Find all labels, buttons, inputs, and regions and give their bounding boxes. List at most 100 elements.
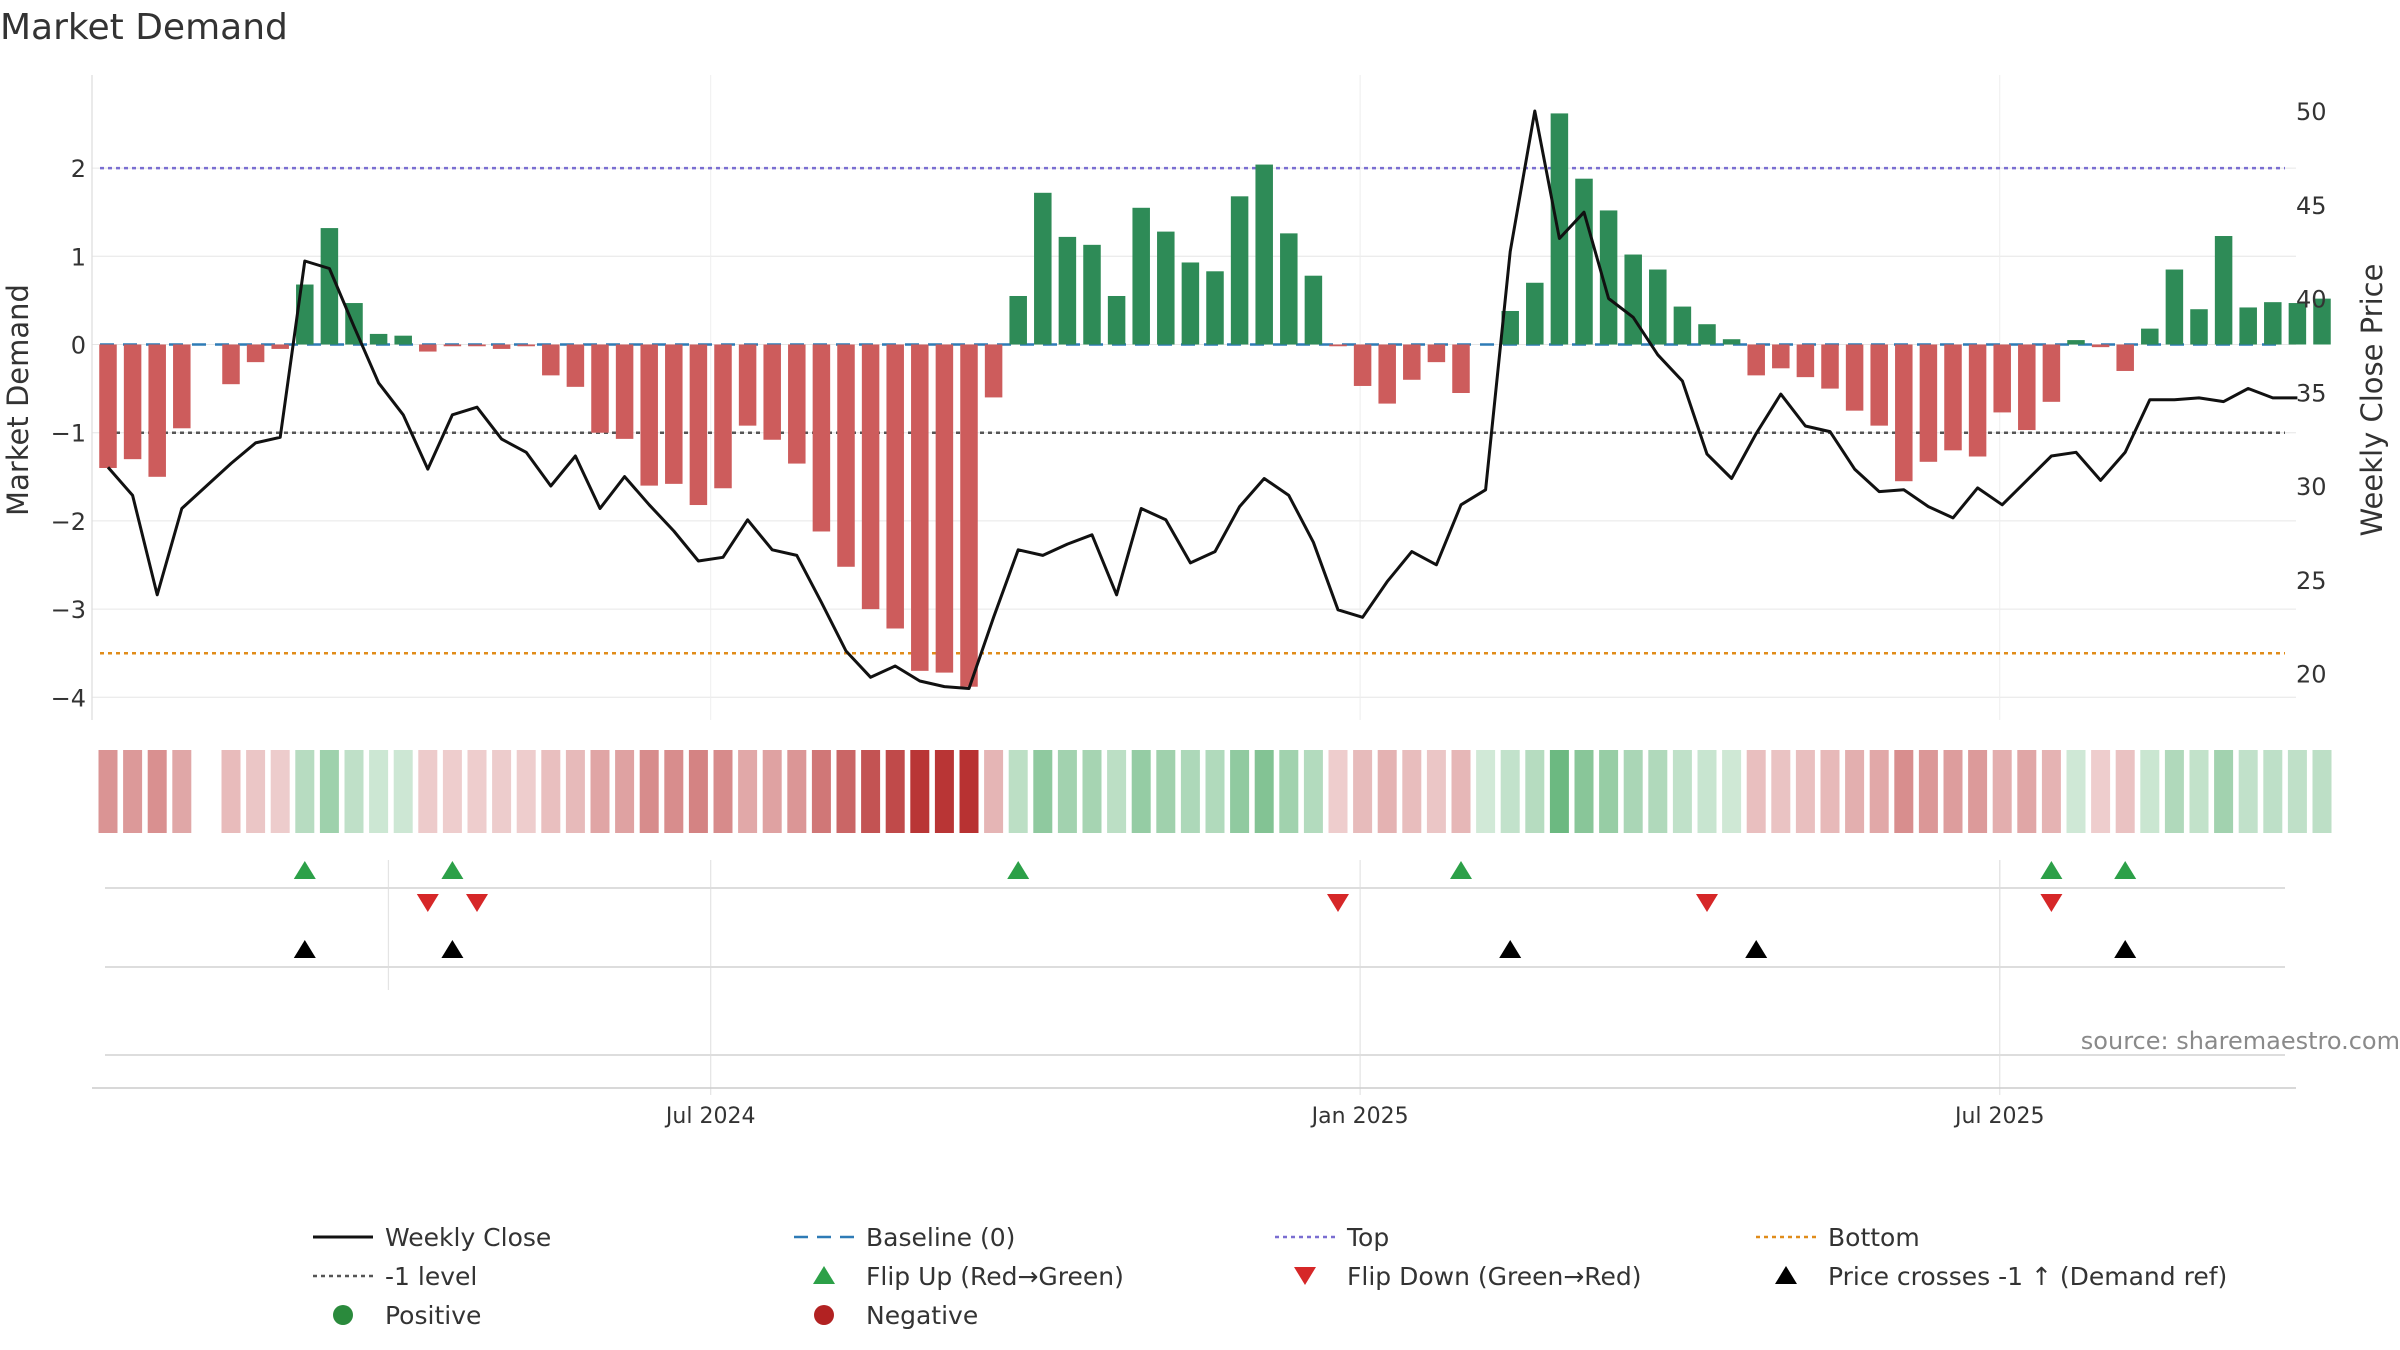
left-tick-label: −4	[51, 684, 86, 712]
legend-item: Weekly Close	[313, 1223, 551, 1252]
heat-cell-positive	[2214, 750, 2234, 833]
negative-demand-bar	[861, 344, 880, 610]
heat-cell-negative	[910, 750, 930, 833]
negative-demand-bar	[1772, 344, 1790, 369]
negative-demand-bar	[566, 344, 585, 387]
heat-cell-negative	[270, 750, 290, 833]
price-cross-marker	[1745, 940, 1768, 958]
legend-label: Flip Up (Red→Green)	[866, 1262, 1124, 1291]
negative-demand-bar	[1944, 344, 1962, 451]
heat-cell-negative	[565, 750, 585, 833]
negative-demand-bar	[2091, 344, 2110, 348]
heat-cell-negative	[738, 750, 758, 833]
positive-demand-bar	[1575, 178, 1593, 345]
negative-demand-bar	[1796, 344, 1815, 378]
heat-cell-positive	[295, 750, 315, 833]
heat-cell-negative	[934, 750, 954, 833]
heat-cell-positive	[2140, 750, 2160, 833]
positive-demand-bar	[2141, 328, 2159, 345]
legend-item: Price crosses -1 ↑ (Demand ref)	[1775, 1262, 2227, 1291]
negative-demand-bar	[1993, 344, 2011, 413]
heat-cell-negative	[246, 750, 266, 833]
heat-cell-negative	[2041, 750, 2061, 833]
negative-demand-bar	[689, 344, 708, 506]
heat-cell-negative	[639, 750, 659, 833]
heat-cell-positive	[1057, 750, 1077, 833]
heat-cell-positive	[2263, 750, 2283, 833]
legend-label: Positive	[385, 1301, 481, 1330]
right-tick-label: 20	[2296, 661, 2327, 689]
date-tick-label: Jul 2025	[1953, 1104, 2045, 1129]
positive-demand-bar	[1009, 295, 1027, 345]
heat-cell-positive	[2312, 750, 2332, 833]
price-cross-marker	[2114, 940, 2137, 958]
legend-label: Negative	[866, 1301, 978, 1330]
heat-cell-positive	[2164, 750, 2184, 833]
heat-cell-negative	[590, 750, 610, 833]
left-tick-label: −2	[51, 508, 86, 536]
heat-cell-positive	[2287, 750, 2307, 833]
heat-cell-positive	[393, 750, 413, 833]
legend-label: Baseline (0)	[866, 1223, 1015, 1252]
positive-demand-bar	[1649, 269, 1667, 345]
heat-cell-positive	[369, 750, 389, 833]
negative-demand-bar	[1427, 344, 1446, 363]
heat-cell-negative	[1992, 750, 2012, 833]
date-tick-label: Jan 2025	[1310, 1104, 1409, 1129]
heat-cell-positive	[1254, 750, 1274, 833]
negative-demand-bar	[2116, 344, 2134, 371]
negative-demand-bar	[1821, 344, 1839, 389]
negative-demand-bar	[935, 344, 954, 673]
heat-cell-positive	[2238, 750, 2258, 833]
left-tick-label: 1	[71, 243, 86, 271]
right-tick-label: 35	[2296, 379, 2327, 407]
heat-cell-positive	[1033, 750, 1053, 833]
legend-swatch-circle	[814, 1305, 834, 1325]
negative-demand-bar	[615, 344, 634, 439]
heat-cell-negative	[615, 750, 635, 833]
flip-up-marker	[1450, 861, 1472, 879]
negative-demand-bar	[738, 344, 757, 426]
right-tick-label: 50	[2296, 98, 2327, 126]
heat-cell-positive	[1008, 750, 1028, 833]
positive-demand-bar	[2288, 303, 2307, 345]
negative-demand-bar	[99, 344, 117, 468]
positive-demand-bar	[1132, 207, 1150, 345]
heat-cell-positive	[1574, 750, 1594, 833]
left-tick-label: −1	[51, 420, 86, 448]
legend-swatch-triangle-up	[813, 1266, 835, 1284]
heat-cell-positive	[1303, 750, 1323, 833]
negative-demand-bar	[591, 344, 609, 433]
negative-demand-bar	[886, 344, 904, 629]
positive-demand-bar	[369, 333, 388, 345]
heat-cell-negative	[1869, 750, 1889, 833]
heat-cell-positive	[2066, 750, 2086, 833]
heat-cell-negative	[836, 750, 856, 833]
heat-cell-negative	[1353, 750, 1373, 833]
negative-demand-bar	[837, 344, 855, 567]
positive-demand-bar	[1698, 324, 1716, 345]
heat-cell-negative	[1746, 750, 1766, 833]
heat-cell-positive	[1648, 750, 1668, 833]
negative-demand-bar	[960, 344, 978, 687]
heat-cell-negative	[2115, 750, 2135, 833]
negative-demand-bar	[1403, 344, 1421, 380]
weekly-close-line-layer	[106, 109, 2298, 690]
positive-demand-bar	[1304, 275, 1323, 345]
heat-cell-positive	[319, 750, 339, 833]
legend-label: -1 level	[385, 1262, 477, 1291]
heat-cell-negative	[172, 750, 192, 833]
negative-demand-bar	[419, 344, 437, 352]
chart-title: Market Demand	[0, 7, 288, 48]
heat-cell-negative	[418, 750, 438, 833]
negative-demand-bar	[984, 344, 1003, 398]
left-tick-label: −3	[51, 596, 86, 624]
positive-demand-bar	[1255, 164, 1273, 345]
legend-label: Flip Down (Green→Red)	[1347, 1262, 1642, 1291]
right-tick-label: 45	[2296, 192, 2327, 220]
left-axis-label: Market Demand	[1, 284, 35, 516]
heat-cell-negative	[811, 750, 831, 833]
flip-up-marker	[441, 861, 464, 879]
left-tick-label: 0	[71, 332, 86, 360]
event-markers	[105, 861, 2285, 1056]
